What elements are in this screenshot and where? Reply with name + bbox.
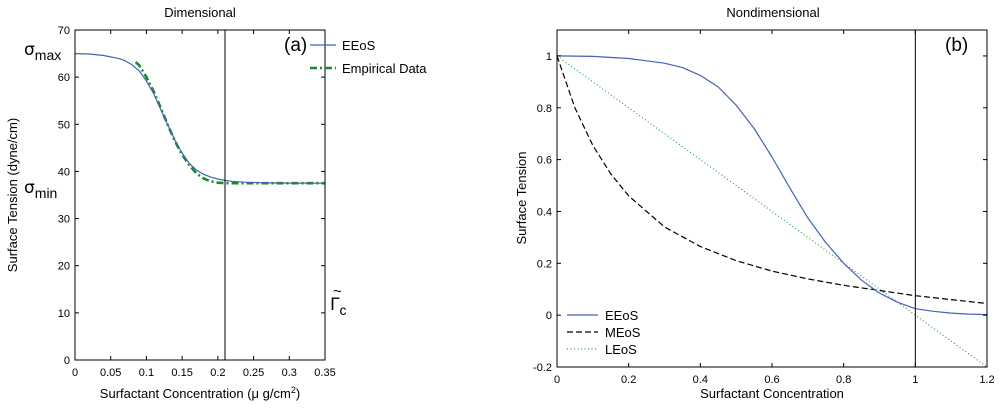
panel-b-x-tick-label: 1.2: [979, 374, 994, 386]
legend-b-eeos-label: EEoS: [605, 308, 639, 323]
legend-b-meos-label: MEoS: [605, 325, 641, 340]
panel-b-x-tick-label: 0.4: [693, 374, 708, 386]
panel-b-y-ticks: -0.2 0 0.2 0.4 0.6 0.8 1: [533, 51, 987, 374]
panel-b-y-tick-label: 0.8: [537, 103, 552, 115]
panel-a-axes-box: [74, 29, 326, 361]
panel-a-series-empirical-data-line: [134, 61, 325, 185]
panel-b-y-label: Surface Tension: [514, 152, 529, 245]
legend-a-empirical-label: Empirical Data: [342, 61, 427, 76]
panel-a-x-tick-label: 0: [72, 367, 78, 379]
panel-b-x-label: Surfactant Concentration: [700, 386, 844, 401]
panel-b-x-ticks: 0 0.2 0.4 0.6 0.8 1 1.2: [554, 30, 995, 386]
panel-a-y-tick-label: 50: [58, 119, 70, 131]
panel-a-title: Dimensional: [164, 5, 236, 20]
panel-a-x-ticks: 0 0.05 0.1 0.15 0.2 0.25 0.3 0.35: [72, 30, 336, 379]
panel-a-y-tick-label: 40: [58, 166, 70, 178]
panel-a-label: (a): [284, 35, 307, 56]
panel-b-label: (b): [945, 35, 968, 56]
panel-b-x-tick-label: 0.2: [621, 374, 636, 386]
panel-a-x-tick-label: 0.05: [100, 367, 121, 379]
panel-a-x-tick-label: 0.35: [314, 367, 335, 379]
legend-a-eeos-label: EEoS: [342, 38, 376, 53]
panel-b-title: Nondimensional: [726, 5, 819, 20]
panel-a-y-label: Surface Tension (dyne/cm): [5, 118, 20, 272]
panel-a-series-eeos-line: [74, 53, 325, 184]
panel-b-series-leos-line: [556, 55, 988, 368]
panel-a-legend: EEoS Empirical Data: [310, 38, 427, 76]
panel-a-y-ticks: 0 10 20 30 40 50 60 70: [58, 25, 325, 367]
panel-b-series-eeos-line: [556, 55, 988, 316]
panel-a-x-tick-label: 0.25: [243, 367, 264, 379]
panel-a-y-tick-label: 70: [58, 25, 70, 37]
panel-a-y-tick-label: 30: [58, 214, 70, 226]
panel-b-y-tick-label: 0.6: [537, 155, 552, 167]
panel-a: Dimensional 0 0.05 0.1 0.15 0.2 0.25 0.3 0.35 0…: [5, 5, 427, 401]
panel-b-y-tick-label: 0.4: [537, 206, 552, 218]
panel-a-x-tick-label: 0.15: [171, 367, 192, 379]
panel-b: Nondimensional 0 0.2 0.4 0.6 0.8 1 1.2 -0.200.…: [514, 5, 995, 401]
panel-b-x-tick-label: 0.8: [836, 374, 851, 386]
gamma-c-accent: ~: [333, 283, 342, 300]
panel-a-plot-area: [74, 30, 325, 360]
gamma-c-annotation: Γc: [330, 295, 346, 318]
panel-a-x-tick-label: 0.2: [210, 367, 225, 379]
panel-a-x-label: Surfactant Concentration (μ g/cm2): [100, 385, 300, 401]
panel-a-x-tick-label: 0.1: [139, 367, 154, 379]
panel-b-y-tick-label: 0: [546, 310, 552, 322]
panel-a-y-tick-label: 0: [64, 355, 70, 367]
sigma-max-annotation: σmax: [24, 40, 61, 63]
panel-b-y-tick-label: 0.2: [537, 258, 552, 270]
panel-a-y-tick-label: 10: [58, 308, 70, 320]
panel-b-legend: EEoS MEoS LEoS: [567, 308, 641, 357]
panel-b-y-tick-label: 1: [546, 51, 552, 63]
panel-b-series-meos-line: [556, 55, 988, 305]
panel-b-x-tick-label: 1: [912, 374, 918, 386]
sigma-min-annotation: σmin: [24, 178, 57, 201]
legend-b-leos-label: LEoS: [605, 342, 637, 357]
panel-b-x-tick-label: 0: [554, 374, 560, 386]
panel-b-y-tick-label: -0.2: [533, 362, 552, 374]
panel-a-x-tick-label: 0.3: [282, 367, 297, 379]
panel-b-plot-area: [556, 30, 988, 368]
panel-a-y-tick-label: 60: [58, 72, 70, 84]
panel-b-x-tick-label: 0.6: [764, 374, 779, 386]
panel-a-y-tick-label: 20: [58, 261, 70, 273]
